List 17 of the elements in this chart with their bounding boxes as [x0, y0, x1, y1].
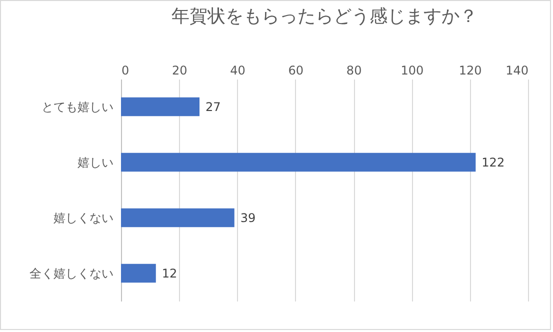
x-tick-label: 120 [458, 64, 482, 78]
x-tick-label: 60 [288, 64, 304, 78]
x-tick-label: 20 [172, 64, 188, 78]
y-tick-label: 嬉しい [78, 155, 114, 170]
y-tick-label: 全く嬉しくない [30, 266, 114, 280]
x-tick-label: 0 [122, 64, 130, 78]
data-label: 39 [240, 210, 256, 225]
data-label: 12 [162, 266, 178, 280]
chart-title: 年賀状をもらったらどう感じますか？ [172, 6, 478, 27]
x-tick-label: 80 [346, 64, 362, 78]
x-tick-label: 100 [400, 64, 424, 78]
x-tick-label: 140 [506, 64, 528, 78]
data-label: 27 [205, 100, 221, 114]
y-tick-label: 嬉しくない [54, 210, 114, 225]
x-tick-label: 40 [230, 64, 246, 78]
data-label: 122 [482, 155, 505, 170]
y-tick-label: とても嬉しい [42, 100, 114, 114]
